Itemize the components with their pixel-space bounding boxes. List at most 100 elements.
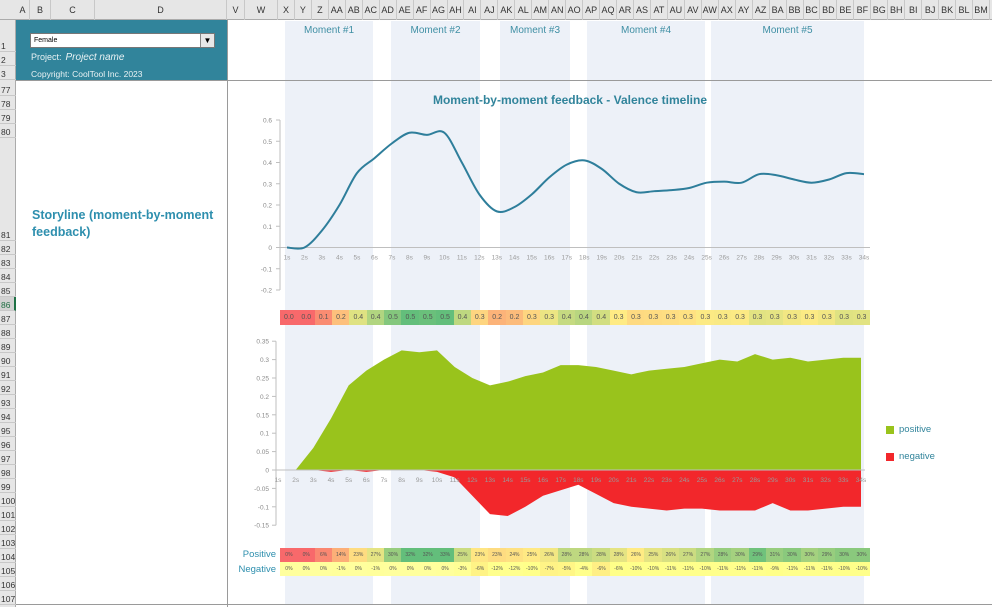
row-header-99[interactable]: 99 <box>0 479 16 493</box>
column-header-Z[interactable]: Z <box>312 0 329 20</box>
moment-label: Moment #5 <box>762 25 813 36</box>
project-name[interactable]: Project name <box>65 52 125 63</box>
column-header-BD[interactable]: BD <box>820 0 838 20</box>
row-header-95[interactable]: 95 <box>0 423 16 437</box>
column-header-V[interactable]: V <box>227 0 245 20</box>
column-header-BC[interactable]: BC <box>804 0 821 20</box>
row-header-87[interactable]: 87 <box>0 311 16 325</box>
column-header-BB[interactable]: BB <box>787 0 804 20</box>
row-header-88[interactable]: 88 <box>0 325 16 339</box>
column-header-BG[interactable]: BG <box>871 0 889 20</box>
row-header-100[interactable]: 100 <box>0 493 16 507</box>
column-header-AK[interactable]: AK <box>498 0 516 20</box>
row-header-79[interactable]: 79 <box>0 110 16 124</box>
chevron-down-icon[interactable]: ▼ <box>200 34 214 47</box>
column-header-AY[interactable]: AY <box>736 0 753 20</box>
x-tick-label: 31s <box>806 255 817 262</box>
valence-heat-cell: 0.1 <box>314 310 333 325</box>
row-header-1[interactable]: 1 <box>0 20 16 52</box>
x-tick-label: 23s <box>661 477 672 484</box>
column-header-AU[interactable]: AU <box>668 0 685 20</box>
column-header-AT[interactable]: AT <box>651 0 668 20</box>
column-header-BI[interactable]: BI <box>905 0 923 20</box>
column-header-BM[interactable]: BM <box>973 0 990 20</box>
column-header-AA[interactable]: AA <box>329 0 346 20</box>
row-header-81[interactable]: 81 <box>0 138 16 241</box>
valence-heat-cell: 0.3 <box>644 310 663 325</box>
column-header-AW[interactable]: AW <box>702 0 719 20</box>
column-header-AV[interactable]: AV <box>685 0 702 20</box>
row-header-85[interactable]: 85 <box>0 283 16 297</box>
row-header-107[interactable]: 107 <box>0 591 16 605</box>
column-header-AG[interactable]: AG <box>431 0 448 20</box>
negative-row-label: Negative <box>238 564 277 575</box>
column-header-AH[interactable]: AH <box>448 0 465 20</box>
column-header-AJ[interactable]: AJ <box>481 0 499 20</box>
row-header-82[interactable]: 82 <box>0 241 16 255</box>
row-header-103[interactable]: 103 <box>0 535 16 549</box>
column-header-BK[interactable]: BK <box>939 0 957 20</box>
x-tick-label: 25s <box>697 477 708 484</box>
negative-heat-cell: -6% <box>470 562 489 576</box>
row-header-96[interactable]: 96 <box>0 437 16 451</box>
negative-heat-cell: 0% <box>349 562 368 576</box>
column-header-BL[interactable]: BL <box>956 0 974 20</box>
valence-line-chart: 0.6 0.5 0.4 0.3 0.2 0.1 0 -0.1 -0.2 1s 2s 3s 4s 5s 6s 7… <box>261 118 870 295</box>
valence-heat-cell: 0.4 <box>349 310 368 325</box>
column-header-AI[interactable]: AI <box>464 0 482 20</box>
row-header-78[interactable]: 78 <box>0 96 16 110</box>
row-header-98[interactable]: 98 <box>0 465 16 479</box>
row-header-2[interactable]: 2 <box>0 52 16 66</box>
column-header-AD[interactable]: AD <box>380 0 397 20</box>
column-header-BA[interactable]: BA <box>770 0 787 20</box>
column-header-AX[interactable]: AX <box>719 0 736 20</box>
row-header-3[interactable]: 3 <box>0 66 16 80</box>
column-header-A[interactable]: A <box>16 0 30 20</box>
column-header-AN[interactable]: AN <box>549 0 567 20</box>
column-header-AR[interactable]: AR <box>617 0 634 20</box>
column-header-BH[interactable]: BH <box>888 0 906 20</box>
row-header-80[interactable]: 80 <box>0 124 16 138</box>
column-header-AF[interactable]: AF <box>414 0 431 20</box>
column-header-C[interactable]: C <box>51 0 95 20</box>
column-header-AC[interactable]: AC <box>363 0 380 20</box>
row-header-83[interactable]: 83 <box>0 255 16 269</box>
row-header-90[interactable]: 90 <box>0 353 16 367</box>
column-header-AZ[interactable]: AZ <box>753 0 770 20</box>
y-tick-label: -0.1 <box>258 504 270 511</box>
row-header-94[interactable]: 94 <box>0 409 16 423</box>
row-header-105[interactable]: 105 <box>0 563 16 577</box>
column-header-AO[interactable]: AO <box>566 0 584 20</box>
row-header-106[interactable]: 106 <box>0 577 16 591</box>
x-tick-label: 19s <box>591 477 602 484</box>
column-header-D[interactable]: D <box>95 0 227 20</box>
column-header-AQ[interactable]: AQ <box>600 0 618 20</box>
row-header-91[interactable]: 91 <box>0 367 16 381</box>
column-header-Y[interactable]: Y <box>295 0 312 20</box>
segment-filter-dropdown[interactable]: Female ▼ <box>30 33 215 48</box>
column-header-AE[interactable]: AE <box>397 0 414 20</box>
column-header-AS[interactable]: AS <box>634 0 651 20</box>
row-header-93[interactable]: 93 <box>0 395 16 409</box>
column-header-B[interactable]: B <box>30 0 51 20</box>
column-header-W[interactable]: W <box>245 0 278 20</box>
negative-swatch <box>886 452 894 461</box>
row-header-102[interactable]: 102 <box>0 521 16 535</box>
column-header-AB[interactable]: AB <box>346 0 363 20</box>
negative-heat-cell: 0% <box>280 562 298 576</box>
column-header-X[interactable]: X <box>278 0 295 20</box>
row-header-77[interactable]: 77 <box>0 82 16 96</box>
row-header-84[interactable]: 84 <box>0 269 16 283</box>
column-header-AM[interactable]: AM <box>532 0 550 20</box>
row-header-97[interactable]: 97 <box>0 451 16 465</box>
column-header-BE[interactable]: BE <box>837 0 855 20</box>
row-header-89[interactable]: 89 <box>0 339 16 353</box>
column-header-BJ[interactable]: BJ <box>922 0 940 20</box>
row-header-101[interactable]: 101 <box>0 507 16 521</box>
row-header-104[interactable]: 104 <box>0 549 16 563</box>
column-header-AP[interactable]: AP <box>583 0 601 20</box>
column-header-BF[interactable]: BF <box>854 0 872 20</box>
row-header-92[interactable]: 92 <box>0 381 16 395</box>
column-header-AL[interactable]: AL <box>515 0 533 20</box>
row-header-86[interactable]: 86 <box>0 297 16 311</box>
